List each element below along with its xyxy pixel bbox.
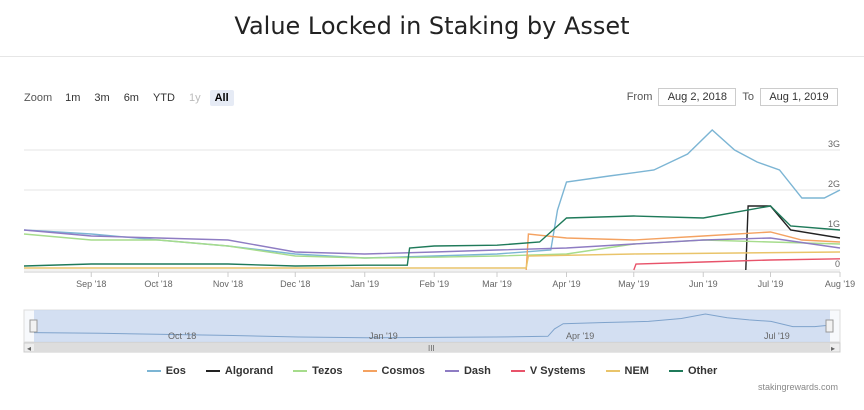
series-line-other[interactable] (23, 205, 841, 267)
legend-label: Other (687, 365, 718, 377)
scrollbar-right-arrow-icon[interactable]: ▸ (831, 344, 835, 353)
y-tick-label: 2G (828, 179, 840, 189)
nav-label-oct: Oct '18 (168, 331, 196, 341)
zoom-all-button[interactable]: All (209, 90, 234, 106)
credit-text: stakingrewards.com (757, 382, 838, 392)
zoom-label: Zoom (24, 92, 53, 104)
legend-label: Dash (463, 365, 491, 377)
legend-label: Eos (165, 365, 186, 377)
to-date-input[interactable]: Aug 1, 2019 (760, 88, 838, 106)
to-label: To (742, 91, 754, 103)
navigator-left-handle[interactable] (29, 319, 38, 333)
x-tick-label: Sep '18 (76, 279, 106, 289)
series-line-v-systems[interactable] (633, 258, 841, 271)
navigator[interactable]: Oct '18 Jan '19 Apr '19 Jul '19 ◂ ▸ III (0, 308, 864, 358)
legend-item-dash[interactable]: Dash (444, 365, 491, 377)
nav-label-jan: Jan '19 (369, 331, 398, 341)
x-tick-label: Nov '18 (213, 279, 243, 289)
series-line-nem[interactable] (24, 251, 841, 269)
scrollbar-thumb[interactable] (34, 343, 830, 352)
scrollbar-left-arrow-icon[interactable]: ◂ (27, 344, 31, 353)
legend-label: Algorand (224, 365, 274, 377)
legend-label: V Systems (529, 365, 586, 377)
x-tick-label: Feb '19 (419, 279, 449, 289)
legend-item-eos[interactable]: Eos (146, 365, 186, 377)
y-tick-label: 1G (828, 219, 840, 229)
x-tick-label: Jun '19 (689, 279, 718, 289)
y-tick-label: 3G (828, 139, 840, 149)
legend-item-other[interactable]: Other (668, 365, 718, 377)
zoom-3m-button[interactable]: 3m (94, 92, 110, 104)
legend-item-algorand[interactable]: Algorand (205, 365, 274, 377)
from-date-input[interactable]: Aug 2, 2018 (658, 88, 737, 106)
series-layer (23, 129, 841, 271)
from-label: From (626, 91, 653, 103)
x-axis-ticks: Sep '18 Oct '18 Nov '18 Dec '18 Jan '19 Feb '… (24, 271, 855, 289)
legend-label: NEM (624, 365, 649, 377)
x-tick-label: Oct '18 (144, 279, 172, 289)
x-tick-label: Jul '19 (758, 279, 784, 289)
series-line-eos[interactable] (23, 129, 841, 259)
legend-label: Cosmos (381, 365, 425, 377)
chart-panel (0, 56, 864, 407)
legend-swatch (362, 370, 377, 372)
legend: Eos Algorand Tezos Cosmos Dash V Systems NEM Ot… (0, 365, 864, 377)
legend-label: Tezos (312, 365, 343, 377)
x-tick-label: Jan '19 (350, 279, 379, 289)
x-tick-label: Mar '19 (482, 279, 512, 289)
legend-swatch (293, 370, 308, 372)
zoom-1y-button: 1y (188, 92, 201, 104)
legend-swatch (205, 370, 220, 372)
legend-swatch (668, 370, 683, 372)
legend-swatch (146, 370, 161, 372)
zoom-6m-button[interactable]: 6m (123, 92, 139, 104)
legend-item-v-systems[interactable]: V Systems (510, 365, 586, 377)
date-range: From Aug 2, 2018 To Aug 1, 2019 (627, 88, 838, 106)
nav-label-jul: Jul '19 (764, 331, 790, 341)
legend-swatch (444, 370, 459, 372)
legend-swatch (510, 370, 525, 372)
grid (24, 149, 840, 271)
legend-item-cosmos[interactable]: Cosmos (362, 365, 425, 377)
scrollbar-grip-icon[interactable]: III (428, 344, 435, 353)
y-axis-ticks: 0 1G 2G 3G (828, 139, 840, 269)
series-line-cosmos[interactable] (525, 231, 841, 271)
y-tick-label: 0 (835, 259, 840, 269)
x-tick-label: May '19 (618, 279, 649, 289)
navigator-right-handle[interactable] (825, 319, 834, 333)
series-line-dash[interactable] (23, 229, 841, 255)
line-chart: 0 1G 2G 3G Sep '18 Oct '18 Nov '18 Dec '18 Jan … (23, 129, 855, 289)
nav-label-apr: Apr '19 (566, 331, 594, 341)
navigator-line (33, 313, 831, 339)
x-tick-label: Dec '18 (280, 279, 310, 289)
zoom-1m-button[interactable]: 1m (65, 92, 81, 104)
legend-item-tezos[interactable]: Tezos (293, 365, 343, 377)
legend-swatch (605, 370, 620, 372)
zoom-ytd-button[interactable]: YTD (152, 92, 175, 104)
x-tick-label: Apr '19 (552, 279, 580, 289)
chart-title: Value Locked in Staking by Asset (234, 12, 630, 40)
zoom-controls: Zoom 1m 3m 6m YTD 1y All (24, 90, 234, 106)
x-tick-label: Aug '19 (825, 279, 855, 289)
legend-item-nem[interactable]: NEM (605, 365, 649, 377)
